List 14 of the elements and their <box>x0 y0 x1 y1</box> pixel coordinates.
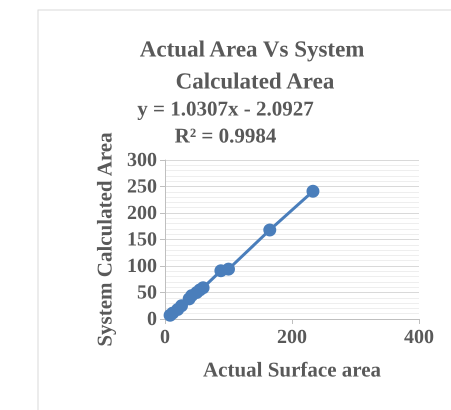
x-tick-label: 200 <box>277 326 307 348</box>
text: R² = 0.9984 <box>174 124 277 148</box>
y-axis-title: System Calculated Area <box>92 132 116 347</box>
y-tick-label: 200 <box>127 202 157 224</box>
chart-title: Actual Area Vs System Calculated Area <box>140 36 370 94</box>
y-tick-label: 150 <box>127 228 157 250</box>
text: y = 1.0307x - 2.0927 <box>137 96 314 120</box>
x-axis-title: Actual Surface area <box>202 358 382 382</box>
y-tick-label: 250 <box>127 176 157 198</box>
y-tick-label: 50 <box>137 282 157 304</box>
y-tick-label: 0 <box>147 308 157 330</box>
x-tick-label: 400 <box>404 326 434 348</box>
y-tick-label: 300 <box>127 149 157 171</box>
y-tick-label: 100 <box>127 255 157 277</box>
